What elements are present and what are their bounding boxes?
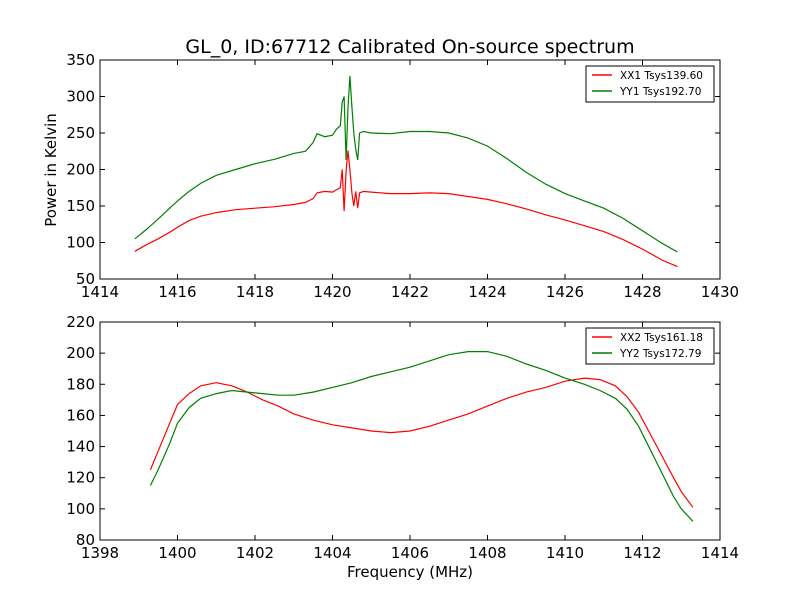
- series-line-yy1: [134, 76, 678, 253]
- series-line-xx2: [149, 377, 694, 508]
- x-tick-label: 1422: [391, 283, 429, 301]
- y-tick-label: 200: [66, 344, 95, 362]
- chart-panel-bottom: 1398 1400 1402 1404 1406 1408 1410 1412 1414 80 10…: [66, 313, 739, 562]
- x-tick-label: 1428: [623, 283, 661, 301]
- y-tick-label: 220: [66, 313, 95, 331]
- y-tick-label: 180: [66, 375, 95, 393]
- legend: XX2 Tsys161.18 YY2 Tsys172.79: [585, 327, 715, 365]
- series-line-xx1: [134, 150, 678, 268]
- x-tick-label: 1426: [546, 283, 584, 301]
- x-tick-label: 1430: [701, 283, 739, 301]
- figure-title: GL_0, ID:67712 Calibrated On-source spec…: [185, 36, 634, 58]
- legend-label: YY2 Tsys172.79: [619, 348, 701, 360]
- chart-panel-top: 1414 1416 1418 1420 1422 1424 1426 1428 1430 50 10…: [66, 51, 739, 301]
- y-tick-label: 100: [66, 500, 95, 518]
- y-axis-label: Power in Kelvin: [42, 113, 60, 227]
- y-tick-label: 200: [66, 161, 95, 179]
- x-tick-label: 1418: [236, 283, 274, 301]
- legend-label: XX1 Tsys139.60: [620, 70, 703, 82]
- x-tick-label: 1398: [81, 544, 119, 562]
- y-tick-label: 300: [66, 88, 95, 106]
- x-tick-label: 1412: [623, 544, 661, 562]
- y-tick-label: 50: [76, 270, 95, 288]
- x-tick-label: 1408: [468, 544, 506, 562]
- y-tick-label: 100: [66, 234, 95, 252]
- y-tick-label: 120: [66, 469, 95, 487]
- y-tick-label: 350: [66, 51, 95, 69]
- y-tick-label: 140: [66, 438, 95, 456]
- series-line-yy2: [149, 351, 694, 522]
- x-axis-label: Frequency (MHz): [347, 563, 473, 581]
- x-tick-label: 1402: [236, 544, 274, 562]
- y-tick-label: 150: [66, 197, 95, 215]
- x-tick-label: 1406: [391, 544, 429, 562]
- y-tick-label: 250: [66, 124, 95, 142]
- legend-label: XX2 Tsys161.18: [620, 332, 703, 344]
- x-tick-label: 1416: [158, 283, 196, 301]
- y-tick-label: 80: [76, 531, 95, 549]
- x-tick-label: 1420: [313, 283, 351, 301]
- x-tick-label: 1404: [313, 544, 351, 562]
- x-tick-label: 1410: [546, 544, 584, 562]
- y-tick-label: 160: [66, 406, 95, 424]
- x-tick-label: 1414: [81, 283, 119, 301]
- legend-label: YY1 Tsys192.70: [619, 86, 701, 98]
- legend: XX1 Tsys139.60 YY1 Tsys192.70: [585, 65, 715, 103]
- x-tick-label: 1424: [468, 283, 506, 301]
- x-tick-label: 1414: [701, 544, 739, 562]
- x-tick-label: 1400: [158, 544, 196, 562]
